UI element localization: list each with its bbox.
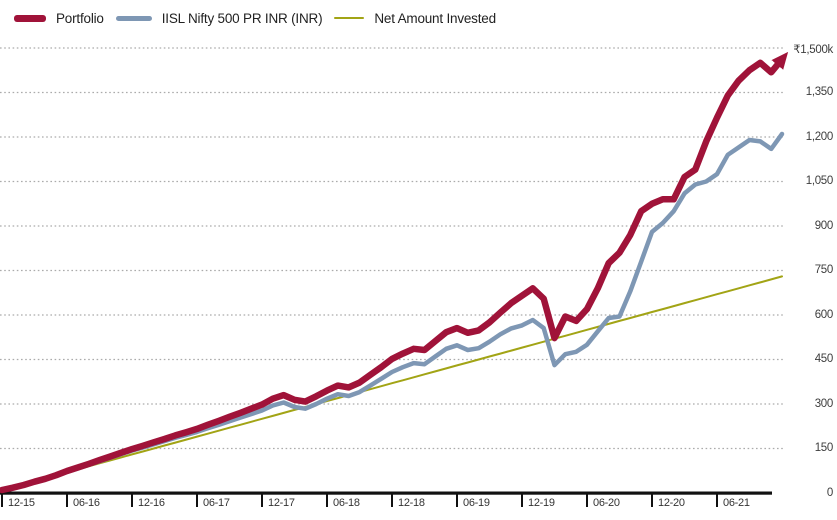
x-tick-12-15 [1, 493, 3, 507]
x-tick-06-21 [716, 493, 718, 507]
y-axis-label-0: 0 [826, 486, 833, 499]
legend-label: IISL Nifty 500 PR INR (INR) [161, 10, 323, 26]
x-tick-12-17 [261, 493, 263, 507]
legend-swatch-iisl-nifty-500-pr-inr-inr [115, 15, 152, 21]
y-axis-label-1350: 1,350 [805, 86, 834, 98]
y-axis-label-150: 150 [814, 442, 834, 454]
x-axis-label-12-17: 12-17 [268, 497, 295, 509]
y-axis-label-900: 900 [814, 219, 834, 232]
x-axis-label-12-15: 12-15 [8, 497, 35, 509]
x-axis-label-06-16: 06-16 [73, 497, 100, 509]
y-axis-label-1200: 1,200 [805, 130, 834, 143]
x-tick-12-18 [391, 493, 393, 507]
x-axis-label-06-19: 06-19 [463, 497, 490, 509]
x-tick-12-20 [651, 493, 653, 507]
x-axis-label-06-17: 06-17 [203, 497, 230, 509]
x-axis-line [0, 491, 772, 495]
iisl-nifty-500-pr-inr-inr-line [0, 131, 785, 493]
legend-item-portfolio[interactable]: Portfolio [14, 11, 104, 26]
legend-swatch-portfolio [14, 14, 46, 22]
net-amount-invested-line [1, 275, 783, 491]
portfolio-line [0, 51, 789, 494]
x-axis-label-06-18: 06-18 [333, 497, 360, 509]
x-tick-12-16 [131, 493, 133, 507]
y-axis-label-1050: 1,050 [805, 175, 834, 187]
x-axis-label-06-21: 06-21 [723, 497, 750, 509]
y-axis-label-1500: ₹1,500k [793, 43, 833, 56]
x-axis-label-12-20: 12-20 [658, 497, 685, 509]
legend-item-net-amount-invested[interactable]: Net Amount Invested [334, 11, 496, 26]
x-tick-06-18 [326, 493, 328, 507]
x-tick-06-20 [586, 493, 588, 507]
legend-label: Portfolio [56, 10, 104, 26]
y-axis-label-300: 300 [814, 397, 834, 410]
chart-legend: Portfolio IISL Nifty 500 PR INR (INR) Net … [14, 6, 496, 30]
x-tick-06-19 [456, 493, 458, 507]
legend-item-iisl-nifty-500-pr-inr-inr[interactable]: IISL Nifty 500 PR INR (INR) [115, 10, 323, 26]
legend-label: Net Amount Invested [374, 10, 496, 26]
y-axis-label-600: 600 [814, 308, 834, 321]
x-tick-06-17 [196, 493, 198, 507]
x-tick-06-16 [66, 493, 68, 507]
y-axis-label-750: 750 [814, 264, 834, 276]
x-axis-label-06-20: 06-20 [593, 497, 620, 509]
x-axis-label-12-19: 12-19 [528, 497, 555, 509]
x-tick-12-19 [521, 493, 523, 507]
y-axis-label-450: 450 [814, 353, 834, 365]
x-axis-label-12-18: 12-18 [398, 497, 425, 509]
x-axis-label-12-16: 12-16 [138, 497, 165, 509]
legend-swatch-net-amount-invested [334, 16, 365, 20]
